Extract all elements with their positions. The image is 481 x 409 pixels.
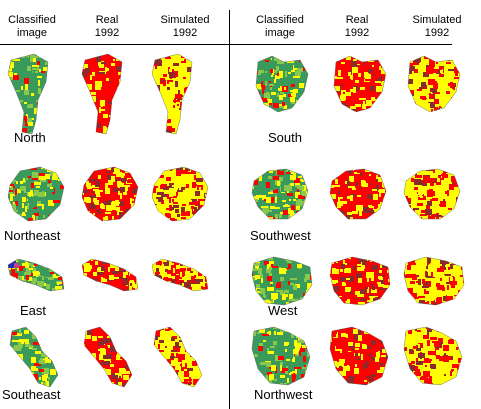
- map-northeast-simulated: [150, 165, 210, 223]
- header-real-right: Real 1992: [344, 14, 370, 39]
- map-west-simulated: [402, 255, 466, 309]
- map-east-classified: [6, 255, 66, 295]
- map-southeast-real: [80, 325, 136, 391]
- map-north-classified: [6, 52, 52, 138]
- header-underline: [0, 44, 452, 45]
- region-label-south: South: [268, 130, 302, 145]
- region-label-southwest: Southwest: [250, 228, 311, 243]
- map-northwest-real: [328, 325, 390, 389]
- map-north-real: [80, 52, 126, 138]
- map-southwest-classified: [250, 165, 310, 223]
- region-label-north: North: [14, 130, 46, 145]
- header-simulated-right: Simulated 1992: [412, 14, 462, 39]
- region-label-east: East: [20, 303, 47, 318]
- map-northeast-real: [80, 165, 140, 223]
- region-label-southeast: Southeast: [2, 387, 61, 402]
- map-northwest-simulated: [402, 325, 464, 389]
- map-southeast-simulated: [150, 325, 206, 391]
- map-northwest-classified: [250, 325, 312, 389]
- map-north-simulated: [150, 52, 196, 138]
- header-classified-left: Classified image: [8, 14, 56, 39]
- header-classified-right: Classified image: [256, 14, 304, 39]
- map-southwest-real: [328, 165, 388, 223]
- region-label-northeast: Northeast: [4, 228, 61, 243]
- region-label-west: West: [268, 303, 298, 318]
- column-divider: [229, 10, 230, 409]
- map-south-classified: [250, 52, 310, 114]
- map-south-real: [328, 52, 388, 114]
- header-simulated-left: Simulated 1992: [160, 14, 210, 39]
- map-south-simulated: [402, 52, 462, 114]
- map-west-classified: [250, 255, 314, 309]
- region-label-northwest: Northwest: [254, 387, 313, 402]
- map-southeast-classified: [6, 325, 62, 391]
- header-real-left: Real 1992: [94, 14, 120, 39]
- map-northeast-classified: [6, 165, 66, 223]
- map-southwest-simulated: [402, 165, 462, 223]
- map-west-real: [328, 255, 392, 309]
- map-east-simulated: [150, 255, 210, 295]
- map-east-real: [80, 255, 140, 295]
